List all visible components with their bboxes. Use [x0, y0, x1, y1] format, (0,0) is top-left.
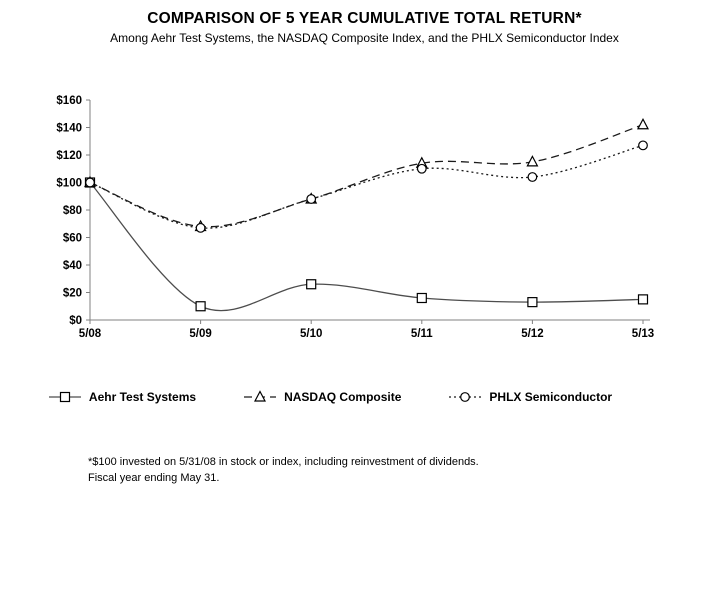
legend-label: NASDAQ Composite — [284, 390, 402, 404]
triangle-marker-icon — [244, 390, 277, 402]
circle-marker-icon — [449, 392, 482, 402]
y-tick-label: $160 — [56, 95, 82, 107]
x-tick-label: 5/08 — [79, 328, 102, 340]
x-tick-label: 5/11 — [411, 328, 433, 340]
series-line-square — [89, 182, 644, 312]
circle-marker — [460, 392, 471, 402]
line-chart: $0 $20 $40 $60 $80 $100 $120 $140 $160 5/08 5/09 5/… — [56, 95, 654, 340]
circle-marker — [638, 140, 648, 151]
triangle-marker — [254, 390, 267, 402]
circle-marker — [306, 194, 317, 204]
y-tick-label: $120 — [56, 150, 82, 162]
y-tick-label: $60 — [63, 233, 82, 245]
legend-item-nasdaq-composite: NASDAQ Composite — [243, 390, 401, 404]
square-marker — [637, 294, 649, 305]
x-tick-label: 5/10 — [300, 328, 322, 340]
chart-title: COMPARISON OF 5 YEAR CUMULATIVE TOTAL RE… — [147, 10, 582, 27]
y-tick-label: $40 — [63, 260, 82, 272]
square-marker — [527, 297, 538, 308]
circle-marker — [195, 222, 206, 233]
footnote-line: Fiscal year ending May 31. — [88, 471, 220, 484]
x-tick-label: 5/12 — [521, 328, 543, 340]
circle-marker — [85, 177, 95, 188]
chart-header: COMPARISON OF 5 YEAR CUMULATIVE TOTAL RE… — [10, 10, 709, 45]
x-tick-label: 5/09 — [189, 328, 211, 340]
square-marker-icon — [48, 391, 81, 403]
square-marker — [416, 292, 427, 304]
chart-footnote: *$100 invested on 5/31/08 in stock or in… — [88, 455, 479, 486]
y-tick-label: $80 — [63, 205, 82, 217]
square-marker — [306, 279, 317, 290]
triangle-marker — [637, 117, 649, 130]
series-line-triangle — [89, 124, 644, 228]
legend-item-aehr-test-systems: Aehr Test Systems — [48, 390, 196, 404]
legend-label: Aehr Test Systems — [88, 390, 197, 404]
square-marker — [59, 391, 71, 403]
x-tick-label: 5/13 — [632, 328, 654, 340]
y-tick-label: $20 — [63, 288, 82, 300]
circle-marker — [527, 172, 538, 182]
chart-legend: Aehr Test Systems NASDAQ Composite PHLX … — [0, 390, 660, 404]
square-marker — [195, 301, 206, 312]
legend-item-phlx-semiconductor: PHLX Semiconductor — [448, 390, 612, 404]
circle-marker — [416, 163, 427, 174]
y-tick-label: $140 — [56, 123, 82, 135]
chart-subtitle: Among Aehr Test Systems, the NASDAQ Comp… — [110, 31, 619, 45]
footnote-line: *$100 invested on 5/31/08 in stock or in… — [88, 456, 479, 468]
series-line-circle — [89, 144, 644, 229]
y-tick-label: $0 — [69, 315, 82, 327]
triangle-marker — [526, 155, 539, 167]
legend-label: PHLX Semiconductor — [489, 390, 613, 404]
y-tick-label: $100 — [56, 178, 82, 190]
